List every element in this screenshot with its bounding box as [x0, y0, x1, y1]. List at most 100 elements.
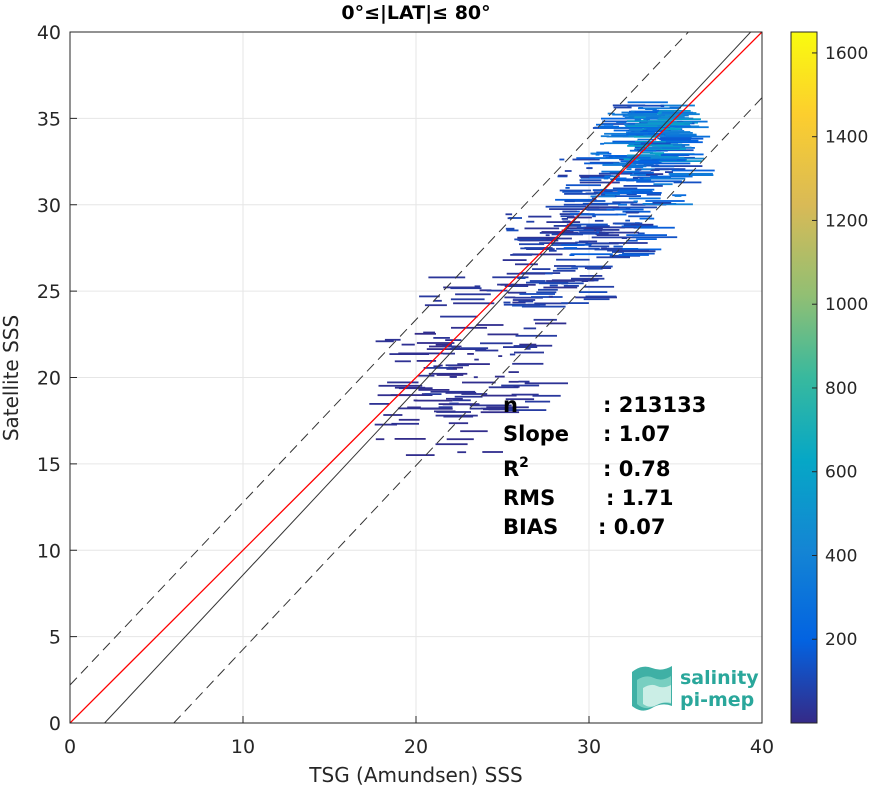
density-cell — [565, 187, 570, 189]
density-cell — [450, 298, 485, 301]
density-cell — [578, 291, 608, 293]
density-cell — [646, 193, 661, 196]
density-cell — [549, 284, 558, 287]
density-cell — [434, 299, 442, 302]
density-cell — [487, 333, 519, 336]
density-cell — [515, 334, 557, 337]
density-cell — [539, 242, 578, 244]
density-cell — [453, 302, 495, 305]
density-cell — [474, 358, 479, 361]
density-cell — [665, 114, 684, 117]
density-cell — [541, 231, 574, 233]
y-tick-label: 20 — [37, 368, 61, 390]
colorbar-tick-label: 1000 — [825, 295, 868, 315]
density-cell — [579, 275, 603, 277]
density-cell — [528, 215, 552, 218]
density-cell — [626, 166, 644, 169]
density-cell — [445, 364, 469, 367]
y-tick-label: 0 — [49, 713, 61, 735]
density-cell — [616, 188, 655, 191]
density-cell — [462, 381, 496, 384]
density-cell — [660, 139, 699, 142]
density-cell — [651, 169, 660, 171]
density-cell — [604, 175, 620, 178]
density-cell — [629, 127, 643, 130]
density-cell — [655, 162, 691, 165]
density-cell — [660, 105, 665, 108]
density-cell — [619, 226, 637, 229]
x-tick-label: 40 — [750, 736, 774, 758]
density-cell — [418, 374, 435, 377]
density-cell — [551, 279, 595, 282]
density-cell — [602, 164, 637, 166]
density-cell — [638, 180, 682, 183]
density-cell — [488, 386, 519, 389]
density-cell — [658, 117, 689, 119]
density-cell — [602, 120, 647, 123]
density-cell — [603, 189, 613, 192]
density-cell — [512, 304, 525, 307]
density-cell — [591, 197, 596, 200]
density-cell — [554, 265, 576, 267]
density-cell — [563, 247, 578, 249]
density-cell — [651, 165, 675, 168]
density-cell — [552, 269, 576, 272]
density-cell — [611, 134, 638, 137]
density-cell — [519, 243, 545, 246]
density-cell — [517, 277, 526, 279]
density-cell — [675, 120, 708, 123]
density-cell — [475, 349, 499, 352]
density-cell — [634, 248, 662, 251]
density-cell — [545, 237, 572, 240]
density-cell — [416, 342, 455, 344]
density-cell — [505, 409, 547, 411]
density-cell — [559, 189, 592, 192]
density-cell — [649, 152, 665, 154]
density-cell — [401, 343, 415, 346]
density-cell — [556, 267, 578, 270]
density-cell — [572, 158, 600, 161]
density-cell — [660, 144, 690, 146]
density-cell — [660, 154, 689, 156]
density-cell — [455, 293, 491, 296]
density-cell — [486, 406, 529, 409]
colorbar-tick-label: 400 — [825, 546, 857, 566]
density-cell — [646, 192, 662, 194]
colorbar-tick-label: 1200 — [825, 211, 868, 231]
density-cell — [658, 113, 663, 116]
density-cell — [596, 234, 620, 236]
logo-line1: salinity — [680, 667, 759, 689]
density-cell — [518, 300, 534, 303]
density-cell — [599, 231, 640, 234]
density-cell — [609, 242, 648, 244]
density-cell — [626, 141, 644, 144]
density-cell — [545, 205, 587, 208]
density-cell — [586, 208, 615, 211]
colorbar-tick-label: 1400 — [825, 128, 868, 148]
density-cell — [460, 347, 489, 350]
density-cell — [535, 322, 567, 325]
density-cell — [564, 193, 597, 195]
density-cell — [592, 189, 637, 191]
density-cell — [566, 223, 608, 226]
density-cell — [612, 187, 638, 190]
density-cell — [440, 315, 478, 318]
density-cell — [416, 360, 437, 362]
density-cell — [476, 324, 504, 326]
density-cell — [631, 113, 658, 115]
density-cell — [551, 233, 583, 236]
density-cell — [506, 272, 546, 275]
density-cell — [665, 157, 705, 160]
density-cell — [532, 394, 561, 397]
density-cell — [457, 451, 467, 454]
density-cell — [451, 347, 461, 350]
density-cell — [433, 337, 450, 339]
density-cell — [601, 117, 636, 120]
density-cell — [640, 130, 663, 133]
density-cell — [575, 213, 619, 216]
density-cell — [543, 286, 578, 289]
density-cell — [627, 101, 668, 104]
density-cell — [549, 208, 590, 210]
density-cell — [534, 302, 568, 305]
density-cell — [502, 259, 527, 261]
